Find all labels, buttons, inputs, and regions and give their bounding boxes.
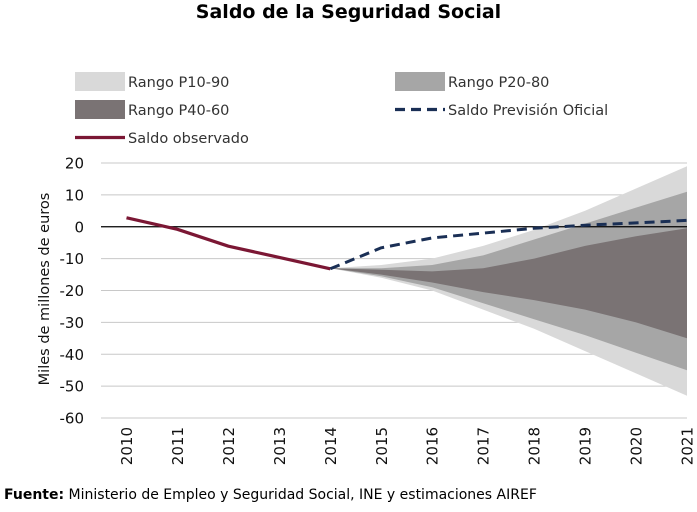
x-tick-label: 2021 xyxy=(679,427,697,465)
y-tick-label: -60 xyxy=(60,410,85,428)
uncertainty-bands xyxy=(330,166,687,396)
x-tick-label: 2010 xyxy=(118,427,136,465)
x-tick-label: 2013 xyxy=(271,427,289,465)
x-tick-label: 2019 xyxy=(577,427,595,465)
legend-label: Rango P10-90 xyxy=(128,75,229,91)
x-tick-label: 2020 xyxy=(628,427,646,465)
y-tick-label: -20 xyxy=(60,282,85,300)
series-lines xyxy=(126,216,688,271)
legend-label: Rango P40-60 xyxy=(128,103,229,119)
x-tick-label: 2014 xyxy=(322,427,340,465)
y-tick-label: 20 xyxy=(65,155,84,173)
series-observed-line xyxy=(126,216,331,271)
y-tick-label: -30 xyxy=(60,314,85,332)
source-note: Fuente: Ministerio de Empleo y Seguridad… xyxy=(4,486,537,504)
legend-label: Saldo Previsión Oficial xyxy=(448,103,608,119)
series-official-forecast-line xyxy=(329,218,688,271)
y-tick-label: 10 xyxy=(65,186,84,204)
grid-lines xyxy=(101,162,687,419)
y-tick-label: -40 xyxy=(60,346,85,364)
source-text: Ministerio de Empleo y Seguridad Social,… xyxy=(64,487,537,503)
y-tick-label: -50 xyxy=(60,378,85,396)
x-tick-label: 2012 xyxy=(220,427,238,465)
legend-swatch-p10-90 xyxy=(75,72,125,91)
source-label: Fuente: xyxy=(4,487,65,503)
y-tick-label: -10 xyxy=(60,250,85,268)
x-tick-label: 2018 xyxy=(526,427,544,465)
y-tick-label: 0 xyxy=(74,218,84,236)
x-axis-tick-labels: 2010 2011 2012 2013 2014 2015 2016 2017 2018 2019… xyxy=(118,427,697,465)
x-tick-label: 2011 xyxy=(169,427,187,465)
chart-title: Saldo de la Seguridad Social xyxy=(195,1,502,23)
legend-label: Saldo observado xyxy=(128,131,249,147)
legend-swatch-p20-80 xyxy=(395,72,445,91)
x-tick-label: 2017 xyxy=(475,427,493,465)
legend-label: Rango P20-80 xyxy=(448,75,549,91)
legend-swatch-p40-60 xyxy=(75,100,125,119)
y-axis-title: Miles de millones de euros xyxy=(37,193,53,386)
x-tick-label: 2015 xyxy=(373,427,391,465)
y-axis-tick-labels: 20 10 0 -10 -20 -30 -40 -50 -60 xyxy=(60,155,85,428)
x-tick-label: 2016 xyxy=(424,427,442,465)
band-p40-60 xyxy=(330,228,687,339)
legend: Rango P10-90 Rango P20-80 Rango P40-60 Sald… xyxy=(75,72,608,147)
